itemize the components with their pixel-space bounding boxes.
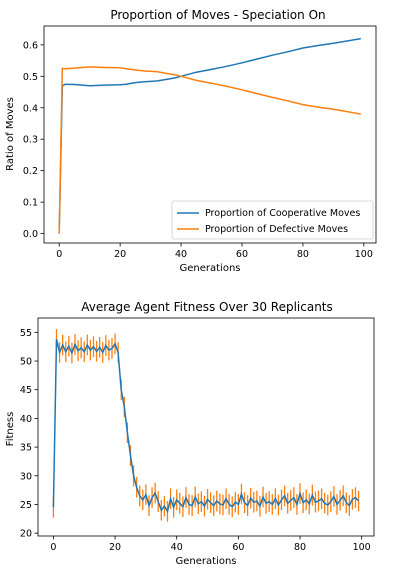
x-tick-label: 100 <box>353 542 371 553</box>
x-tick-label: 40 <box>175 249 187 260</box>
series-lines <box>58 37 361 234</box>
x-tick-label: 60 <box>232 542 244 553</box>
fitness-chart: Average Agent Fitness Over 30 Replicants… <box>5 300 375 567</box>
chart-title: Average Agent Fitness Over 30 Replicants <box>81 300 333 314</box>
y-tick-label: 0.1 <box>23 198 38 209</box>
y-tick-label: 50 <box>20 357 32 368</box>
y-tick-label: 35 <box>20 443 32 454</box>
y-tick-label: 40 <box>20 414 32 425</box>
x-tick-label: 80 <box>294 542 306 553</box>
x-axis-label: Generations <box>180 263 241 274</box>
plot-frame <box>43 25 377 244</box>
y-tick-label: 30 <box>20 471 32 482</box>
y-tick-label: 0.2 <box>23 166 38 177</box>
x-tick-label: 20 <box>114 249 126 260</box>
y-tick-label: 55 <box>20 328 32 339</box>
error-bars <box>52 328 360 522</box>
y-axis-label: Fitness <box>5 412 16 447</box>
y-tick-label: 0.3 <box>23 135 38 146</box>
x-tick-label: 100 <box>355 249 373 260</box>
y-tick-label: 45 <box>20 385 32 396</box>
cooperative-moves-line <box>58 37 361 234</box>
legend-label-cooperative: Proportion of Cooperative Moves <box>205 208 360 219</box>
y-tick-label: 25 <box>20 500 32 511</box>
series-lines <box>52 339 360 514</box>
y-tick-label: 0.0 <box>23 229 38 240</box>
y-tick-label: 0.4 <box>23 103 38 114</box>
x-tick-label: 40 <box>171 542 183 553</box>
y-tick-label: 20 <box>20 529 32 540</box>
legend-label-defective: Proportion of Defective Moves <box>205 224 348 235</box>
chart-title: Proportion of Moves - Speciation On <box>110 8 325 22</box>
mean-fitness-line <box>52 339 360 514</box>
tick-group: 0 20 40 60 80 100 20 25 30 35 40 45 50 55 <box>20 328 371 553</box>
legend-box <box>171 200 374 240</box>
x-tick-label: 20 <box>109 542 121 553</box>
defective-moves-line <box>58 66 361 234</box>
x-axis-label: Generations <box>176 556 237 567</box>
legend: Proportion of Cooperative Moves Proporti… <box>171 200 374 240</box>
x-tick-label: 60 <box>236 249 248 260</box>
tick-group: 0 20 40 60 80 100 0.0 0.1 0.2 0.3 0.4 0.5 0.6 <box>23 40 373 260</box>
y-axis-label: Ratio of Moves <box>5 97 16 171</box>
x-tick-label: 80 <box>297 249 309 260</box>
x-tick-label: 0 <box>56 249 62 260</box>
cooperation-chart: Proportion of Moves - Speciation On Rati… <box>5 8 377 274</box>
y-tick-label: 0.6 <box>23 40 38 51</box>
y-tick-label: 0.5 <box>23 72 38 83</box>
x-tick-label: 0 <box>50 542 56 553</box>
plot-frame <box>37 317 375 537</box>
